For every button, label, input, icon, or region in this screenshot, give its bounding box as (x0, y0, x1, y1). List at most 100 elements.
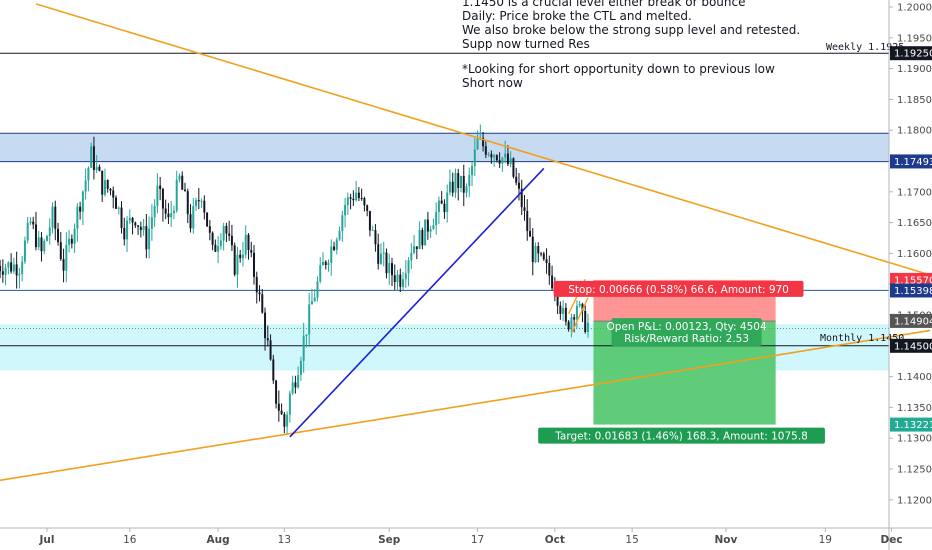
position-layer[interactable] (593, 279, 776, 425)
horizontal-lines-layer (0, 52, 889, 347)
candle-body (575, 305, 578, 320)
candle-body (32, 221, 35, 225)
weekly-level-label: Weekly 1.1925 (826, 42, 904, 53)
candle-body (208, 226, 211, 233)
price-tick-label: 1.13500 (897, 403, 932, 414)
price-tick-label: 1.12500 (897, 465, 932, 476)
candle-body (377, 244, 380, 264)
price-tick-label: 1.19000 (897, 64, 932, 75)
candle-body (407, 260, 410, 274)
time-tick-label: Jul (39, 534, 55, 546)
candle-body (15, 264, 18, 276)
candle-body (366, 205, 369, 211)
candle-body (7, 262, 10, 268)
candle-body (211, 232, 214, 245)
time-axis[interactable]: Jul 16 Aug 13 Sep 17 Oct 15 Nov 19 Dec (0, 527, 932, 546)
annotation-line-2: Daily: Price broke the CTL and melted. (462, 9, 692, 23)
lower-trendline[interactable] (0, 329, 931, 490)
candle-body (313, 297, 316, 302)
price-tag-box (890, 313, 932, 328)
candle-body (178, 175, 181, 180)
candle-body (150, 217, 153, 229)
candle-body (506, 153, 509, 165)
annotation-line-4: Supp now turned Res (462, 37, 590, 51)
candle-body (305, 334, 308, 336)
candle-body (509, 158, 512, 165)
candle-body (117, 207, 120, 209)
time-tick-label: 19 (819, 534, 832, 546)
candle-body (495, 155, 498, 161)
candle-body (297, 374, 300, 388)
candle-body (462, 175, 465, 193)
candle-body (139, 226, 142, 231)
annotation-text: 1.1450 is a crucial level either break o… (462, 0, 800, 90)
upper-trendline[interactable] (35, 3, 931, 276)
candle-body (564, 307, 567, 322)
candle-body (192, 206, 195, 229)
candle-body (0, 265, 2, 272)
candle-body (399, 274, 402, 287)
candle-body (247, 234, 250, 251)
candle-body (10, 262, 13, 272)
candle-body (137, 225, 140, 227)
candle-body (426, 219, 429, 232)
candle-body (29, 221, 32, 223)
candle-body (451, 181, 454, 193)
candle-body (236, 254, 239, 275)
candle-body (106, 180, 109, 189)
candle-body (415, 246, 418, 249)
candle-body (244, 234, 247, 255)
candle-body (484, 146, 487, 155)
price-tag-label: 1.15398 (894, 286, 932, 297)
candle-body (548, 262, 551, 276)
price-axis[interactable]: 1.200001.195001.190001.185001.180001.175… (888, 0, 932, 550)
annotation-line-5: *Looking for short opportunity down to p… (462, 62, 775, 76)
candle-body (371, 230, 374, 232)
time-tick-label: Sep (378, 534, 401, 546)
candle-body (62, 259, 65, 271)
price-tag-box (890, 338, 932, 353)
target-label-box (538, 427, 825, 444)
price-tick-label: 1.12000 (897, 495, 932, 506)
candle-body (396, 274, 399, 283)
candle-body (324, 261, 327, 266)
candle-body (341, 215, 344, 231)
candle-body (43, 240, 46, 252)
candle-body (275, 380, 278, 404)
candle-body (23, 240, 26, 262)
candle-body (40, 237, 43, 252)
candle-body (391, 263, 393, 276)
candle-body (98, 166, 101, 171)
candle-body (167, 213, 170, 218)
candle-body (54, 206, 57, 229)
candle-body (250, 250, 253, 253)
price-tick-label: 1.19500 (897, 33, 932, 44)
candle-body (272, 359, 275, 381)
candle-body (581, 303, 584, 311)
annotation-line-6: Short now (462, 76, 523, 90)
candle-body (498, 160, 501, 164)
candle-body (556, 292, 559, 306)
candle-body (429, 229, 432, 232)
wedge-lower-line[interactable] (570, 297, 589, 334)
open-pnl-box (611, 318, 762, 347)
candle-body (120, 207, 123, 228)
time-tick-label: 17 (471, 534, 484, 546)
candle-body (92, 146, 95, 170)
candle-body (189, 214, 192, 229)
uptrend-line[interactable] (289, 167, 545, 438)
candle-body (327, 262, 330, 266)
candle-body (421, 230, 424, 246)
candle-body (200, 200, 203, 202)
candle-body (393, 275, 396, 283)
candle-body (79, 206, 82, 212)
candle-body (1, 271, 4, 275)
candle-body (526, 211, 529, 231)
price-tick-label: 1.17000 (897, 187, 932, 198)
candle-body (253, 252, 255, 277)
candle-body (413, 246, 416, 253)
price-tag-label: 1.14500 (894, 341, 932, 352)
candle-body (333, 246, 336, 250)
candle-body (134, 222, 137, 226)
